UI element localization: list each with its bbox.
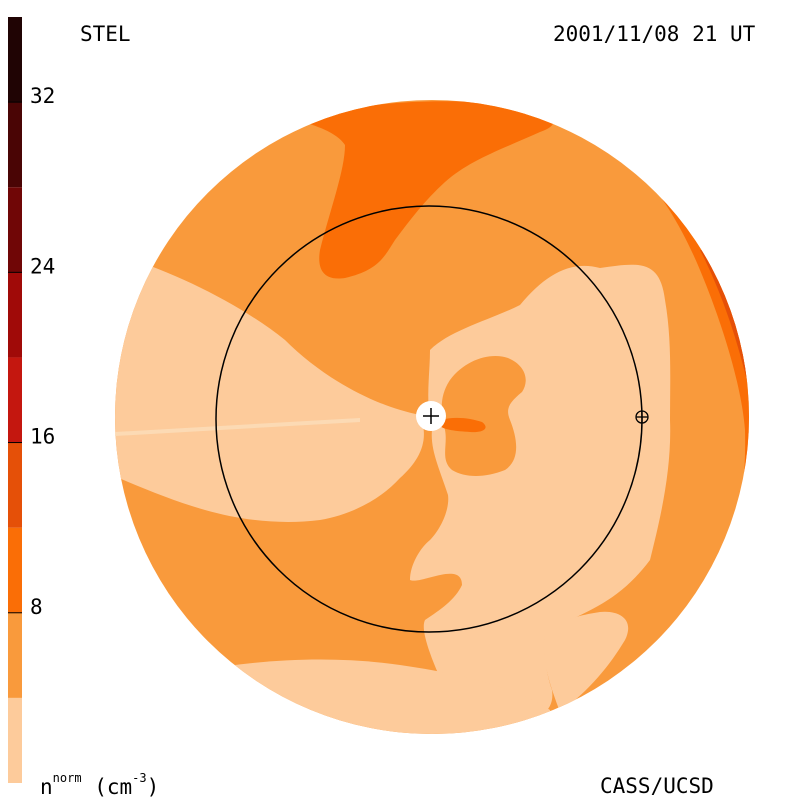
credit-label: CASS/UCSD (600, 774, 714, 798)
colorbar-band-7 (8, 102, 22, 188)
density-west-wedge (115, 250, 424, 522)
units-close: ) (146, 775, 160, 799)
colorbar-band-3 (8, 442, 22, 528)
colorbar-tick-label-0: 32 (30, 84, 55, 108)
units-main: n (40, 775, 53, 799)
colorbar-band-2 (8, 527, 22, 613)
colorbar-tick-label-3: 8 (30, 595, 43, 619)
sun-plus-icon (416, 401, 446, 431)
units-label: nnorm (cm-3) (40, 772, 160, 799)
colorbar-tick-label-2: 16 (30, 425, 55, 449)
title-right: 2001/11/08 21 UT (553, 22, 756, 46)
colorbar-band-0 (8, 697, 22, 783)
units-rest: (cm (81, 775, 133, 799)
units-exponent: -3 (132, 771, 147, 785)
density-contours (115, 100, 749, 734)
colorbar-band-5 (8, 272, 22, 358)
colorbar-band-4 (8, 357, 22, 443)
colorbar-band-6 (8, 187, 22, 273)
earth-circle-plus-icon (635, 410, 649, 424)
density-southeast-patch (543, 611, 629, 712)
colorbar-band-8 (8, 17, 22, 103)
density-west-streak (115, 418, 360, 436)
density-inner-island (441, 356, 526, 476)
units-superscript: norm (52, 771, 82, 785)
colorbar-band-1 (8, 612, 22, 698)
colorbar: 32 24 16 8 (8, 17, 55, 783)
density-north-lobe (300, 101, 554, 279)
density-inner-core (440, 417, 486, 433)
density-south-band (180, 659, 560, 734)
colorbar-tick-label-1: 24 (30, 254, 55, 278)
title-left: STEL (80, 22, 131, 46)
